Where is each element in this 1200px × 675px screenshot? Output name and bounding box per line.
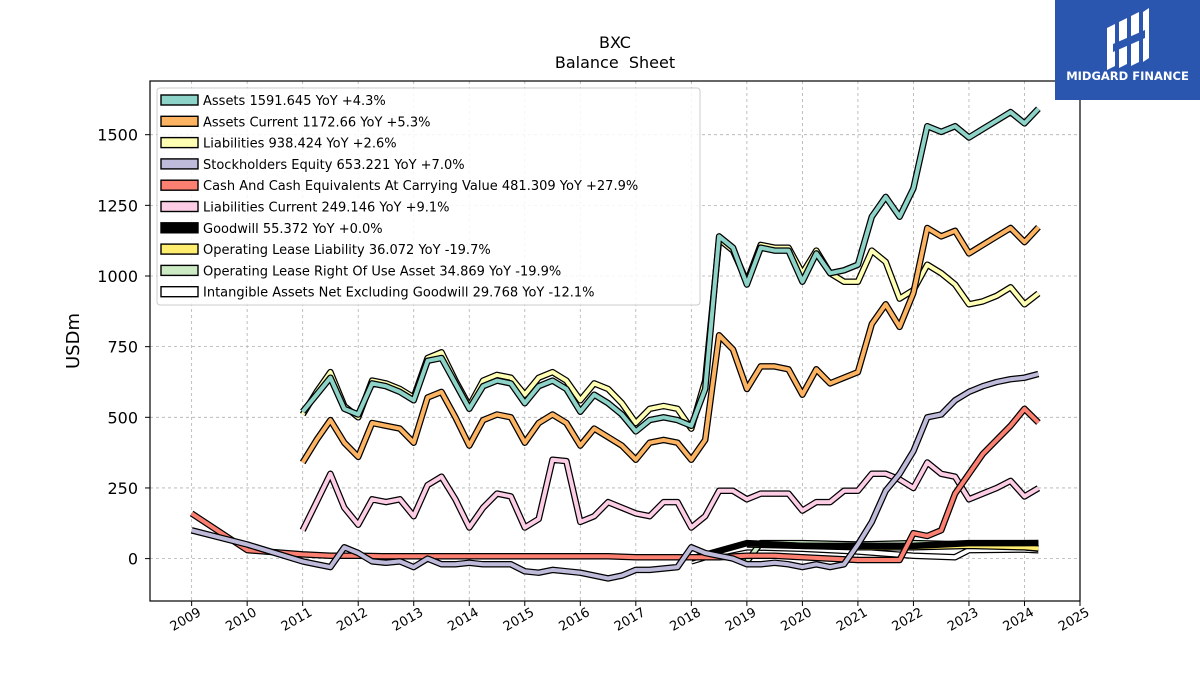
y-tick-label: 1500 xyxy=(97,126,138,145)
legend-swatch xyxy=(160,222,199,234)
brand-logo: MIDGARD FINANCE xyxy=(1055,0,1200,100)
y-tick-label: 750 xyxy=(107,338,138,357)
legend-swatch xyxy=(160,94,199,106)
x-tick-label: 2023 xyxy=(945,605,981,635)
y-axis-label: USDm xyxy=(63,313,84,369)
series-line xyxy=(191,372,1039,581)
legend-swatch xyxy=(160,264,199,277)
x-tick-label: 2013 xyxy=(390,605,426,635)
legend-item: Operating Lease Liability 36.072 YoY -19… xyxy=(160,243,491,258)
legend-swatch xyxy=(160,158,199,170)
chart-title: BXC xyxy=(599,33,631,52)
legend-label: Stockholders Equity 653.221 YoY +7.0% xyxy=(203,158,465,173)
x-tick-label: 2019 xyxy=(723,605,759,635)
x-tick-label: 2014 xyxy=(445,605,481,635)
plot-frame xyxy=(149,80,1081,602)
x-tick-label: 2024 xyxy=(1001,605,1037,635)
series-line xyxy=(300,225,1040,464)
legend-label: Cash And Cash Equivalents At Carrying Va… xyxy=(203,179,638,194)
x-tick-label: 2025 xyxy=(1056,605,1092,635)
x-tick-label: 2017 xyxy=(612,605,648,635)
series-goodwill xyxy=(690,539,1039,562)
x-tick-label: 2009 xyxy=(168,605,204,635)
series-line xyxy=(300,457,1040,532)
x-tick-label: 2015 xyxy=(501,605,537,635)
chart-subtitle: Balance Sheet xyxy=(555,53,675,72)
x-tick-label: 2011 xyxy=(279,605,315,635)
series-outline xyxy=(299,456,1041,532)
legend-label: Goodwill 55.372 YoY +0.0% xyxy=(203,222,383,237)
legend-item: Assets Current 1172.66 YoY +5.3% xyxy=(160,115,430,130)
y-tick-label: 250 xyxy=(107,479,138,498)
series-assets-current xyxy=(299,224,1041,465)
legend-label: Operating Lease Liability 36.072 YoY -19… xyxy=(203,243,491,258)
x-tick-label: 2016 xyxy=(556,605,592,635)
legend-swatch xyxy=(160,286,199,298)
legend-swatch xyxy=(160,200,199,213)
series-liabilities-current xyxy=(299,456,1041,532)
legend: Assets 1591.645 YoY +4.3% Assets Current … xyxy=(156,87,701,306)
x-tick-label: 2020 xyxy=(779,605,815,635)
x-tick-label: 2012 xyxy=(334,605,370,635)
legend-box xyxy=(156,87,701,306)
legend-item: Cash And Cash Equivalents At Carrying Va… xyxy=(160,179,638,194)
x-tick-label: 2018 xyxy=(668,605,704,635)
y-tick-label: 0 xyxy=(128,550,138,569)
x-tick-label: 2021 xyxy=(834,605,870,635)
legend-item: Operating Lease Right Of Use Asset 34.86… xyxy=(160,264,561,279)
legend-item: Assets 1591.645 YoY +4.3% xyxy=(160,94,386,109)
legend-swatch xyxy=(160,115,199,128)
legend-label: Liabilities Current 249.146 YoY +9.1% xyxy=(203,201,450,216)
legend-item: Liabilities Current 249.146 YoY +9.1% xyxy=(160,200,450,216)
brand-name: MIDGARD FINANCE xyxy=(1066,69,1189,83)
series-assets xyxy=(300,106,1041,435)
legend-swatch xyxy=(160,243,199,255)
legend-label: Assets 1591.645 YoY +4.3% xyxy=(203,94,386,109)
series-lines xyxy=(189,106,1041,582)
legend-item: Liabilities 938.424 YoY +2.6% xyxy=(160,136,397,152)
x-tick-label: 2022 xyxy=(890,605,926,635)
legend-item: Stockholders Equity 653.221 YoY +7.0% xyxy=(160,158,465,173)
y-tick-label: 500 xyxy=(107,408,138,427)
legend-item: Intangible Assets Net Excluding Goodwill… xyxy=(160,286,594,301)
y-tick-label: 1250 xyxy=(97,196,138,215)
series-stockholders-equity xyxy=(190,370,1040,582)
legend-label: Intangible Assets Net Excluding Goodwill… xyxy=(203,286,594,301)
logo-mark-icon xyxy=(1107,8,1149,70)
legend-swatch xyxy=(160,179,199,191)
legend-label: Operating Lease Right Of Use Asset 34.86… xyxy=(203,264,561,279)
legend-item: Goodwill 55.372 YoY +0.0% xyxy=(160,222,383,237)
legend-label: Assets Current 1172.66 YoY +5.3% xyxy=(203,115,430,130)
logo-background xyxy=(1055,0,1200,100)
x-tick-label: 2010 xyxy=(223,605,259,635)
y-tick-label: 1000 xyxy=(97,267,138,286)
legend-label: Liabilities 938.424 YoY +2.6% xyxy=(203,137,397,152)
series-line xyxy=(301,107,1040,434)
series-line xyxy=(690,541,1039,561)
legend-swatch xyxy=(160,136,199,149)
